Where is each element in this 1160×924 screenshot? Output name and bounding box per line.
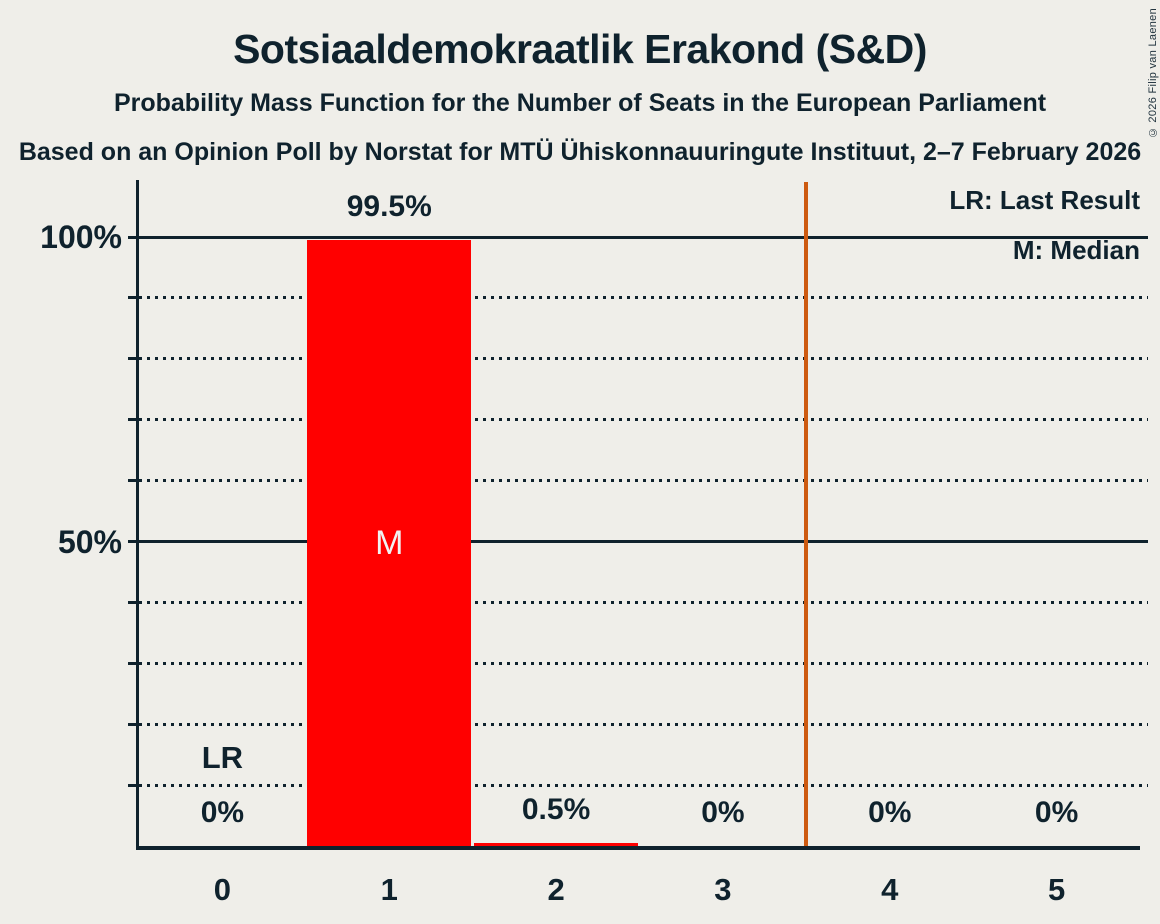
chart-source-line: Based on an Opinion Poll by Norstat for … bbox=[18, 138, 1142, 166]
y-axis-tick-10pct bbox=[128, 783, 139, 787]
x-tick-label-0: 0 bbox=[213, 872, 232, 907]
gridline-40pct bbox=[139, 600, 1148, 604]
bar-seats-1 bbox=[307, 240, 472, 846]
chart-title: Sotsiaaldemokraatlik Erakond (S&D) bbox=[233, 26, 927, 72]
gridline-10pct bbox=[139, 783, 1148, 787]
gridline-70pct bbox=[139, 418, 1148, 422]
legend-median: M: Median bbox=[1012, 235, 1140, 265]
gridline-30pct bbox=[139, 661, 1148, 665]
bar-value-label-5: 0% bbox=[1034, 796, 1079, 829]
y-axis-tick-30pct bbox=[128, 661, 139, 665]
chart-subtitle: Probability Mass Function for the Number… bbox=[113, 89, 1047, 117]
y-axis-tick-80pct bbox=[128, 357, 139, 361]
bar-value-label-4: 0% bbox=[868, 796, 912, 829]
last-result-line bbox=[804, 182, 809, 846]
bar-value-label-2: 0.5% bbox=[521, 792, 591, 826]
y-axis-tick-20pct bbox=[128, 722, 139, 726]
y-axis-tick-70pct bbox=[128, 418, 139, 422]
gridline-50pct bbox=[139, 540, 1148, 543]
y-axis-tick-40pct bbox=[128, 600, 139, 604]
median-label: M bbox=[375, 524, 404, 563]
bar-value-label-3: 0% bbox=[701, 796, 745, 829]
y-axis-tick-50pct bbox=[128, 540, 139, 543]
gridline-90pct bbox=[139, 296, 1148, 300]
x-tick-label-2: 2 bbox=[547, 872, 565, 907]
y-axis bbox=[136, 180, 139, 850]
x-tick-label-1: 1 bbox=[380, 872, 398, 907]
y-axis-tick-60pct bbox=[128, 479, 139, 483]
x-tick-label-5: 5 bbox=[1047, 872, 1066, 907]
bar-value-label-0: 0% bbox=[200, 796, 245, 829]
legend-last-result: LR: Last Result bbox=[949, 185, 1140, 215]
gridline-80pct bbox=[139, 357, 1148, 361]
y-tick-label-100: 100% bbox=[40, 219, 122, 255]
y-axis-tick-100pct bbox=[128, 235, 139, 239]
bar-seats-2 bbox=[474, 842, 639, 846]
x-tick-label-3: 3 bbox=[714, 872, 732, 907]
gridline-60pct bbox=[139, 479, 1148, 483]
copyright-text: © 2026 Filip van Laenen bbox=[1147, 8, 1159, 139]
bar-value-label-1: 99.5% bbox=[346, 190, 432, 224]
x-tick-label-4: 4 bbox=[881, 872, 899, 907]
x-axis bbox=[136, 846, 1140, 850]
gridline-20pct bbox=[139, 722, 1148, 726]
y-axis-tick-90pct bbox=[128, 296, 139, 300]
last-result-label: LR bbox=[201, 740, 244, 775]
y-tick-label-50: 50% bbox=[57, 523, 122, 560]
gridline-100pct bbox=[139, 235, 1148, 239]
